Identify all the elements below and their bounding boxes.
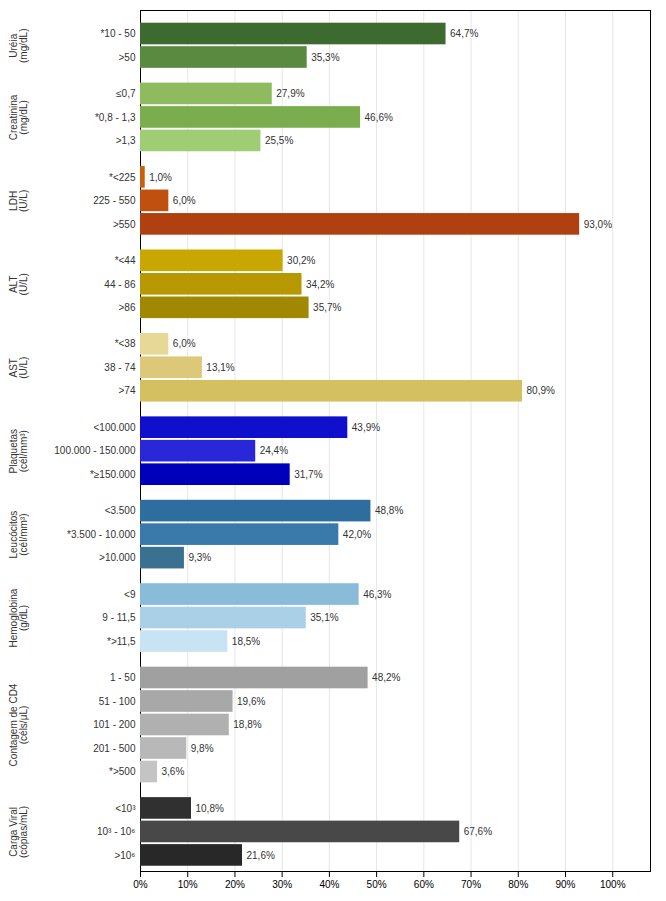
svg-text:*≥150.000: *≥150.000 [90, 469, 136, 480]
svg-text:<9: <9 [124, 589, 136, 600]
svg-text:9,3%: 9,3% [188, 552, 211, 563]
svg-text:ALT(U/L): ALT(U/L) [8, 273, 29, 295]
svg-text:>50: >50 [119, 52, 136, 63]
svg-text:Plaquetas(cél/mm³): Plaquetas(cél/mm³) [8, 429, 29, 473]
svg-text:27,9%: 27,9% [276, 88, 304, 99]
svg-text:6,0%: 6,0% [173, 338, 196, 349]
svg-text:13,1%: 13,1% [206, 362, 234, 373]
svg-text:*<225: *<225 [109, 172, 136, 183]
svg-text:9 - 11,5: 9 - 11,5 [102, 612, 136, 623]
svg-text:Contagem de CD4(céls/μL): Contagem de CD4(céls/μL) [8, 683, 29, 766]
svg-text:LDH(U/L): LDH(U/L) [8, 190, 29, 212]
svg-text:*0,8 - 1,3: *0,8 - 1,3 [95, 112, 136, 123]
svg-text:>10.000: >10.000 [99, 552, 136, 563]
svg-text:80%: 80% [508, 879, 528, 890]
svg-text:70%: 70% [461, 879, 481, 890]
svg-text:0%: 0% [133, 879, 148, 890]
svg-text:10%: 10% [178, 879, 198, 890]
svg-text:100.000 - 150.000: 100.000 - 150.000 [54, 445, 136, 456]
svg-text:20%: 20% [225, 879, 245, 890]
svg-text:≤0,7: ≤0,7 [116, 88, 136, 99]
svg-text:43,9%: 43,9% [352, 422, 380, 433]
svg-text:100%: 100% [600, 879, 626, 890]
svg-text:<100.000: <100.000 [94, 422, 136, 433]
svg-text:*<44: *<44 [115, 255, 136, 266]
svg-text:AST(U/L): AST(U/L) [8, 357, 29, 379]
svg-text:51 - 100: 51 - 100 [99, 696, 136, 707]
svg-text:101 - 200: 101 - 200 [93, 719, 136, 730]
svg-text:35,1%: 35,1% [310, 612, 338, 623]
svg-text:<10³: <10³ [115, 803, 136, 814]
svg-text:34,2%: 34,2% [306, 279, 334, 290]
svg-text:46,6%: 46,6% [365, 112, 393, 123]
svg-text:18,5%: 18,5% [232, 636, 260, 647]
svg-text:*<38: *<38 [115, 338, 136, 349]
svg-text:80,9%: 80,9% [527, 385, 555, 396]
svg-text:93,0%: 93,0% [584, 219, 612, 230]
svg-text:1 - 50: 1 - 50 [110, 672, 136, 683]
svg-text:Leucócitos(cél/mm³): Leucócitos(cél/mm³) [8, 511, 29, 559]
svg-text:48,2%: 48,2% [372, 672, 400, 683]
svg-text:38 - 74: 38 - 74 [104, 362, 136, 373]
svg-text:60%: 60% [414, 879, 434, 890]
svg-text:25,5%: 25,5% [265, 135, 293, 146]
svg-text:31,7%: 31,7% [294, 469, 322, 480]
svg-text:10³ - 10⁶: 10³ - 10⁶ [97, 826, 136, 837]
svg-text:225 - 550: 225 - 550 [93, 195, 136, 206]
svg-text:19,6%: 19,6% [237, 696, 265, 707]
svg-text:<3.500: <3.500 [105, 505, 136, 516]
svg-text:35,3%: 35,3% [311, 52, 339, 63]
svg-text:Carga Viral(cópias/mL): Carga Viral(cópias/mL) [8, 806, 29, 858]
svg-text:Uréia(mg/dL): Uréia(mg/dL) [8, 29, 29, 63]
svg-text:18,8%: 18,8% [233, 719, 261, 730]
svg-text:9,8%: 9,8% [191, 743, 214, 754]
svg-text:40%: 40% [319, 879, 339, 890]
svg-text:>86: >86 [119, 302, 136, 313]
svg-text:6,0%: 6,0% [173, 195, 196, 206]
svg-text:*3.500 - 10.000: *3.500 - 10.000 [67, 529, 136, 540]
svg-text:30,2%: 30,2% [287, 255, 315, 266]
svg-text:*>11,5: *>11,5 [107, 636, 136, 647]
svg-text:90%: 90% [555, 879, 575, 890]
svg-text:*10 - 50: *10 - 50 [100, 28, 135, 39]
svg-text:>10⁶: >10⁶ [114, 850, 135, 861]
svg-text:201 - 500: 201 - 500 [93, 743, 136, 754]
svg-text:Hemoglobina(g/dL): Hemoglobina(g/dL) [8, 588, 29, 647]
svg-text:>74: >74 [119, 385, 136, 396]
svg-text:67,6%: 67,6% [464, 826, 492, 837]
svg-text:42,0%: 42,0% [343, 529, 371, 540]
svg-text:>1,3: >1,3 [116, 135, 136, 146]
svg-text:48,8%: 48,8% [375, 505, 403, 516]
svg-text:>550: >550 [113, 219, 136, 230]
svg-text:64,7%: 64,7% [450, 28, 478, 39]
svg-text:1,0%: 1,0% [149, 172, 172, 183]
svg-text:46,3%: 46,3% [363, 589, 391, 600]
svg-text:24,4%: 24,4% [260, 445, 288, 456]
svg-text:*>500: *>500 [109, 766, 136, 777]
svg-text:35,7%: 35,7% [313, 302, 341, 313]
svg-text:10,8%: 10,8% [196, 803, 224, 814]
svg-text:21,6%: 21,6% [247, 850, 275, 861]
svg-text:50%: 50% [367, 879, 387, 890]
svg-text:Creatinina(mg/dL): Creatinina(mg/dL) [8, 94, 29, 140]
svg-text:30%: 30% [272, 879, 292, 890]
svg-text:44 - 86: 44 - 86 [104, 279, 136, 290]
svg-text:3,6%: 3,6% [162, 766, 185, 777]
